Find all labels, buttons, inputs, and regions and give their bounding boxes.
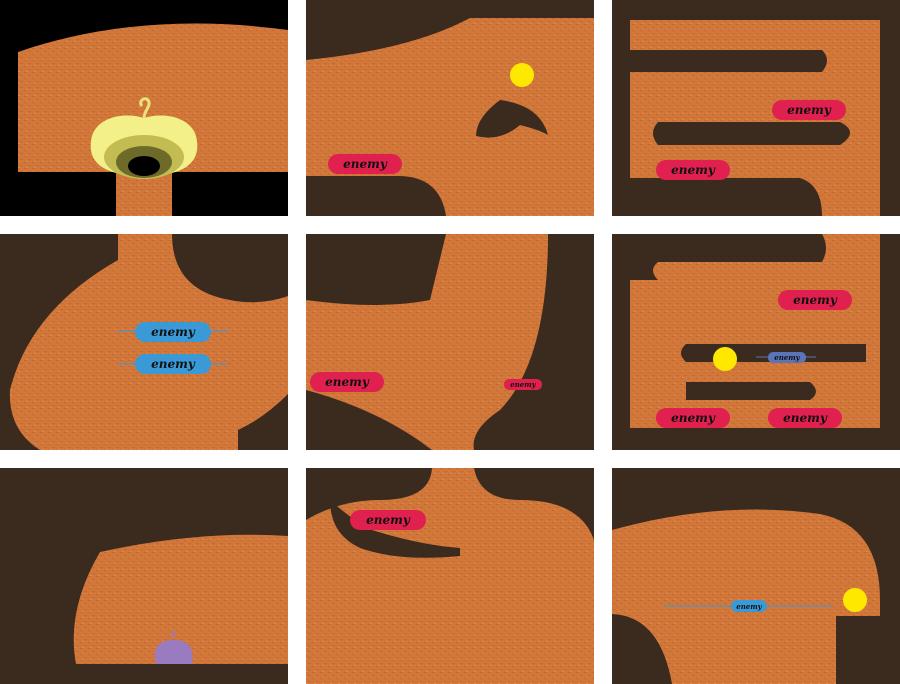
enemy-blue-patrol: enemy <box>118 322 228 342</box>
apple-portal <box>90 97 198 179</box>
rock-channel <box>330 500 460 558</box>
enemy-label: enemy <box>343 157 388 171</box>
enemy-red: enemy <box>350 510 426 530</box>
enemy-red: enemy <box>656 160 730 180</box>
enemy-blue-patrol: enemy <box>664 600 832 612</box>
enemy-red: enemy <box>768 408 842 428</box>
ground-terrain <box>73 534 288 664</box>
enemy-red: enemy <box>310 372 384 392</box>
enemy-slate-patrol: enemy <box>756 352 816 363</box>
ground-terrain <box>612 509 880 684</box>
rock-channel <box>630 50 850 145</box>
panel-6: enemy enemy enemy enemy <box>612 234 900 450</box>
panel-4: enemy enemy <box>0 234 288 450</box>
enemy-label: enemy <box>671 163 716 177</box>
rock-overhang <box>306 234 444 300</box>
yellow-orb <box>713 347 737 371</box>
purple-blob <box>154 630 193 664</box>
ground-terrain <box>306 234 548 450</box>
enemy-red: enemy <box>328 154 402 174</box>
panel-9: enemy <box>612 468 900 684</box>
panel-7 <box>0 468 288 684</box>
enemy-label: enemy <box>151 357 196 371</box>
panel-2: enemy <box>306 0 594 216</box>
yellow-orb <box>843 588 867 612</box>
enemy-label: enemy <box>151 325 196 339</box>
enemy-label: enemy <box>510 380 536 389</box>
enemy-label: enemy <box>774 353 800 362</box>
yellow-orb <box>510 63 534 87</box>
enemy-label: enemy <box>783 411 828 425</box>
panel-3: enemy enemy <box>612 0 900 216</box>
panel-8: enemy <box>306 468 594 684</box>
enemy-label: enemy <box>366 513 411 527</box>
ground-terrain <box>630 234 880 428</box>
enemy-label: enemy <box>325 375 370 389</box>
enemy-red: enemy <box>778 290 852 310</box>
enemy-label: enemy <box>787 103 832 117</box>
enemy-label: enemy <box>671 411 716 425</box>
panel-5: enemy enemy <box>306 234 594 450</box>
panel-1 <box>0 0 288 216</box>
enemy-label: enemy <box>793 293 838 307</box>
enemy-label: enemy <box>736 602 762 611</box>
enemy-red-small: enemy <box>504 379 542 390</box>
enemy-red: enemy <box>656 408 730 428</box>
enemy-red: enemy <box>772 100 846 120</box>
enemy-blue-patrol: enemy <box>118 354 228 374</box>
